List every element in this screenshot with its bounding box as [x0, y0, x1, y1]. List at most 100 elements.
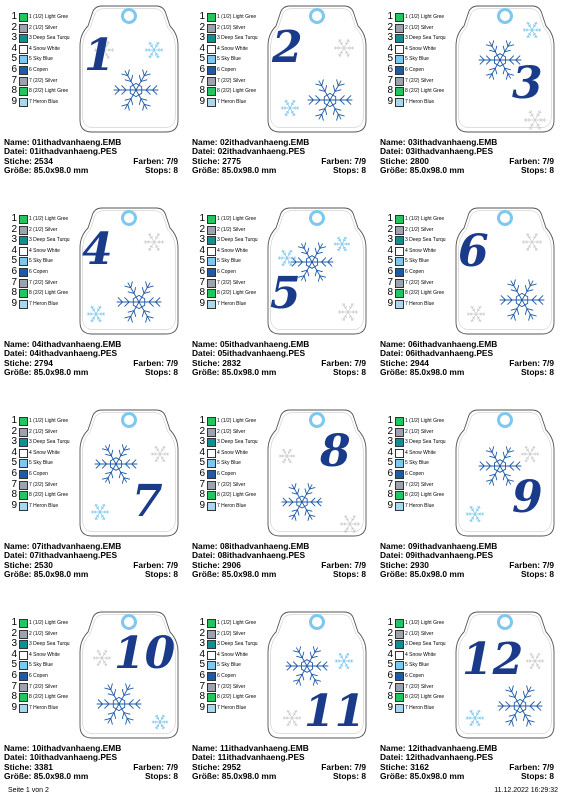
info-file-row: Datei: 12ithadvanhaeng.PES [380, 753, 562, 762]
stops-group: Stops: 8 [521, 367, 554, 377]
color-swatch [19, 215, 28, 224]
color-swatch [207, 13, 216, 22]
legend-label: 2 (1/2) Silver [405, 226, 434, 233]
info-file-row: Datei: 03ithadvanhaeng.PES [380, 147, 562, 156]
info-stitches-row: Stiche: 2832 Farben: 7/9 [192, 358, 374, 368]
legend-row: 4 4 Snow White [385, 649, 457, 661]
stitches-label: Stiche: [192, 155, 220, 166]
name-label: Name: [380, 339, 406, 349]
color-swatch [207, 417, 216, 426]
legend-row: 9 7 Heron Blue [197, 298, 269, 310]
info-name-row: Name: 02ithadvanhaeng.EMB [192, 137, 374, 147]
color-swatch [395, 299, 404, 309]
colors-group: Farben: 7/9 [321, 559, 366, 570]
legend-number: 4 [11, 446, 17, 458]
color-swatch [395, 501, 404, 511]
legend-number: 3 [11, 234, 17, 246]
hanging-hole [497, 412, 513, 428]
legend-row: 5 5 Sky Blue [9, 54, 81, 65]
design-file: 04ithadvanhaeng.PES [29, 348, 118, 359]
size-label: Größe: [4, 367, 32, 378]
color-swatch [395, 640, 404, 650]
file-label: Datei: [380, 550, 404, 561]
tag-inner-stitch [82, 614, 176, 734]
stitches-label: Stiche: [380, 559, 408, 570]
legend-row: 2 2 (1/2) Silver [197, 426, 269, 438]
legend-row: 9 7 Heron Blue [9, 701, 81, 714]
legend-label: 4 Snow White [217, 247, 248, 254]
stops-group: Stops: 8 [333, 771, 366, 781]
legend-number: 8 [199, 489, 205, 501]
hanging-hole [309, 614, 325, 630]
legend-label: 6 Copen [405, 672, 424, 679]
legend-row: 6 6 Copen [197, 266, 269, 278]
legend-number: 1 [199, 617, 205, 628]
info-size-row: Größe: 85.0x98.0 mm Stops: 8 [4, 367, 186, 378]
color-swatch [207, 501, 216, 511]
legend-row: 6 6 Copen [197, 670, 269, 682]
legend-number: 7 [11, 74, 17, 86]
color-count: 7/9 [166, 357, 178, 368]
legend-number: 2 [387, 223, 393, 235]
color-swatch [207, 469, 216, 479]
legend-label: 7 Heron Blue [29, 502, 59, 509]
legend-label: 1 (1/2) Light Gree [405, 14, 445, 20]
color-swatch [207, 246, 216, 256]
design-file: 01ithadvanhaeng.PES [29, 146, 118, 157]
colors-group: Farben: 7/9 [509, 762, 554, 772]
hanging-hole [121, 412, 137, 428]
color-count: 7/9 [166, 559, 178, 570]
design-name: 02ithadvanhaeng.EMB [219, 137, 310, 147]
ornament-tag: 7 [74, 404, 184, 540]
legend-row: 4 4 Snow White [385, 447, 457, 459]
design-file: 08ithadvanhaeng.PES [217, 550, 306, 561]
legend-number: 7 [387, 478, 393, 490]
legend-label: 7 (2/2) Silver [29, 77, 58, 84]
snowflake-icon [144, 41, 164, 59]
design-info: Name: 07ithadvanhaeng.EMB Datei: 07ithadv… [4, 541, 186, 580]
legend-label: 4 Snow White [405, 247, 436, 254]
legend-label: 7 (2/2) Silver [405, 683, 434, 690]
color-swatch [19, 501, 28, 511]
legend-number: 9 [11, 701, 17, 713]
info-size-row: Größe: 85.0x98.0 mm Stops: 8 [4, 569, 186, 580]
design-name: 07ithadvanhaeng.EMB [31, 541, 122, 551]
design-name: 05ithadvanhaeng.EMB [219, 339, 310, 349]
legend-label: 7 Heron Blue [29, 704, 59, 711]
color-count: 7/9 [166, 155, 178, 166]
design-name: 11ithadvanhaeng.EMB [219, 743, 309, 753]
legend-label: 8 (2/2) Light Gree [217, 492, 257, 499]
color-swatch [207, 65, 216, 75]
legend-row: 5 5 Sky Blue [9, 458, 81, 469]
stops-group: Stops: 8 [333, 165, 366, 175]
legend-row: 1 1 (1/2) Light Gree [197, 213, 269, 225]
design-name: 10ithadvanhaeng.EMB [31, 743, 122, 753]
legend-row: 8 8 (2/2) Light Gree [385, 692, 457, 703]
color-swatch [395, 469, 404, 479]
stop-count: 8 [173, 569, 178, 580]
tag-inner-stitch [270, 210, 364, 330]
ornament-tag: 10 [74, 606, 184, 742]
legend-row: 3 3 Deep Sea Turqu [385, 639, 457, 650]
colors-label: Farben: [321, 559, 353, 570]
design-info: Name: 04ithadvanhaeng.EMB Datei: 04ithadv… [4, 339, 186, 378]
legend-label: 7 (2/2) Silver [217, 279, 246, 286]
info-file-row: Datei: 04ithadvanhaeng.PES [4, 349, 186, 358]
colors-group: Farben: 7/9 [133, 155, 178, 166]
legend-label: 7 (2/2) Silver [217, 77, 246, 84]
color-swatch [395, 55, 404, 65]
color-swatch [395, 491, 404, 501]
legend-number: 8 [11, 489, 17, 501]
design-numeral: 10 [114, 628, 176, 679]
design-file: 10ithadvanhaeng.PES [29, 752, 118, 763]
design-size: 85.0x98.0 mm [409, 569, 465, 580]
tag-inner-stitch [458, 614, 552, 734]
design-name: 04ithadvanhaeng.EMB [31, 339, 122, 349]
legend-row: 5 5 Sky Blue [385, 54, 457, 65]
colors-label: Farben: [133, 761, 165, 772]
color-swatch [19, 257, 28, 267]
hanging-hole [497, 614, 513, 630]
legend-label: 2 (1/2) Silver [217, 630, 246, 637]
legend-label: 7 (2/2) Silver [405, 481, 434, 488]
legend-row: 3 3 Deep Sea Turqu [9, 33, 81, 44]
